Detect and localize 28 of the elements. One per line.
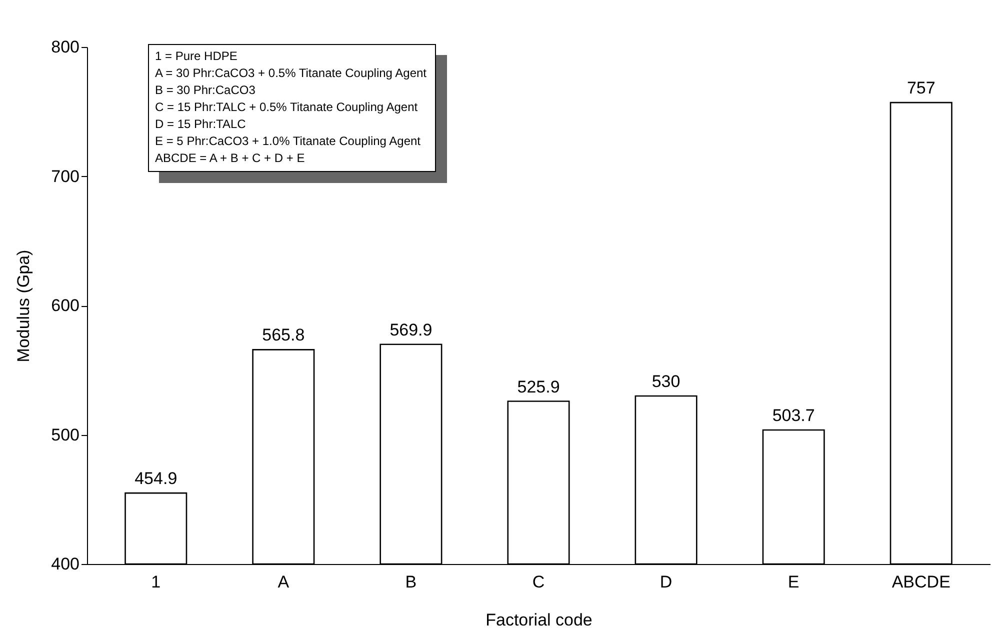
data-label: 565.8 [262,326,305,345]
y-tick-label: 600 [51,296,80,315]
x-tick-label: A [278,572,290,592]
data-label: 530 [652,372,680,391]
y-tick-label: 400 [51,554,80,574]
annotation: ABCDE = A + B + C + D + E [155,150,306,167]
y-axis-title: Modulus (Gpa) [14,250,34,362]
annotation: C = 15 Phr:TALC + 0.5% Titanate Coupling Agent [155,99,419,116]
x-tick-label: E [788,572,800,592]
annotation: A = 30 Phr:CaCO3 + 0.5% Titanate Coupling Agent [155,65,427,82]
y-tick-label: 700 [51,166,80,186]
annotation: 1 = Pure HDPE [155,48,238,65]
x-tick-label: C [532,572,545,592]
x-tick-label: 1 [151,572,161,592]
data-label: 525.9 [517,377,560,396]
data-label: 569.9 [390,320,432,340]
annotation: B = 30 Phr:CaCO3 [155,82,256,99]
data-label: 757 [906,78,936,98]
x-tick-label: B [405,572,417,592]
y-tick-label: 800 [51,38,80,56]
x-tick-label: D [660,572,672,592]
y-tick-label: 500 [51,425,80,444]
data-label: 454.9 [134,469,178,488]
data-label: 503.7 [772,406,815,425]
x-tick-label: ABCDE [892,572,950,592]
annotation: D = 15 Phr:TALC [155,116,247,133]
annotation: E = 5 Phr:CaCO3 + 1.0% Titanate Coupling Agent [155,133,422,150]
x-axis-title: Factorial code [486,610,592,630]
